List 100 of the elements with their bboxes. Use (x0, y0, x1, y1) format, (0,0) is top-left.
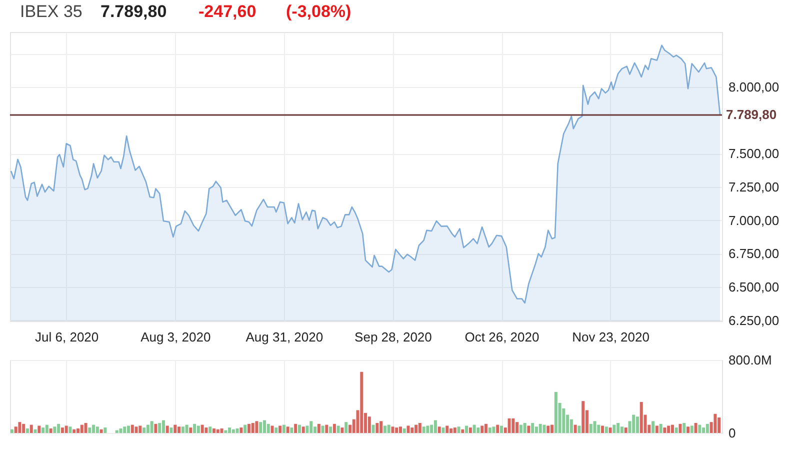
bar (500, 426, 504, 433)
y-tick-label: 6.750,00 (728, 246, 780, 262)
bar (670, 424, 674, 433)
bar (718, 417, 721, 433)
bar (383, 426, 386, 433)
bar (702, 428, 706, 433)
bar (667, 426, 670, 433)
x-tick-label: Sep 28, 2020 (354, 330, 432, 344)
bar (461, 429, 464, 433)
bar (274, 428, 278, 433)
bar (422, 426, 426, 433)
bar (402, 428, 406, 433)
bar (480, 426, 484, 433)
y-tick-label: 7.000,00 (728, 212, 780, 228)
bar (96, 426, 99, 433)
bar (10, 429, 14, 433)
bar (655, 426, 658, 433)
bar (204, 428, 208, 433)
bar (554, 392, 558, 433)
bar (694, 422, 698, 433)
bar (624, 428, 628, 433)
bar (220, 428, 224, 433)
bar (593, 421, 596, 433)
bar (302, 426, 305, 433)
bar (68, 426, 72, 433)
bar (60, 428, 64, 433)
bar (224, 430, 228, 433)
bar (45, 424, 48, 433)
bar (146, 424, 150, 433)
bar (372, 424, 375, 433)
bar (570, 419, 573, 433)
bar (150, 421, 154, 433)
bar (457, 426, 460, 433)
bar (196, 426, 200, 433)
bar (294, 424, 298, 433)
text: -247,60 (198, 2, 256, 21)
bar (640, 402, 643, 433)
bar (22, 424, 26, 433)
bar (255, 421, 258, 433)
bar (332, 424, 336, 433)
y-tick-label: 6.500,00 (728, 279, 780, 294)
bar (484, 424, 488, 433)
bar (298, 424, 301, 433)
bar (652, 421, 655, 433)
bar (80, 424, 84, 433)
bar (686, 426, 690, 433)
y-tick-label: 6.250,00 (728, 312, 780, 328)
bar (690, 426, 694, 433)
bar (488, 428, 492, 433)
bar (476, 428, 480, 433)
bar (310, 421, 313, 433)
bar (531, 422, 534, 433)
bar (100, 429, 103, 433)
bar (434, 420, 437, 433)
bar (244, 424, 247, 433)
bar (604, 426, 608, 433)
bar (162, 420, 165, 433)
bar (391, 426, 394, 433)
bar (496, 424, 500, 433)
y-tick-label: 7.500,00 (728, 146, 780, 162)
bar (200, 424, 204, 433)
bar (574, 424, 577, 433)
bar (266, 424, 270, 433)
bar (34, 429, 37, 433)
bar (340, 428, 344, 433)
bar (387, 424, 390, 433)
bar (181, 426, 184, 433)
bar (360, 372, 364, 433)
text: 7.789,80 (100, 2, 167, 21)
bar (232, 429, 235, 433)
bar (546, 426, 550, 433)
bar (49, 428, 52, 433)
bar (395, 428, 398, 433)
bar (189, 428, 192, 433)
bar (472, 424, 476, 433)
bar (512, 418, 515, 433)
bar (329, 426, 332, 433)
bar (446, 426, 449, 433)
bar (336, 426, 340, 433)
bar (64, 426, 68, 433)
bar (178, 426, 181, 433)
bar (228, 428, 232, 433)
bar (550, 424, 554, 433)
bar (208, 426, 212, 433)
bar (426, 426, 430, 433)
bar (42, 428, 45, 433)
bar (344, 422, 348, 433)
bar (251, 422, 254, 433)
y-tick-label: 800.0M (728, 352, 772, 368)
bar (130, 424, 134, 433)
bar (578, 426, 581, 433)
y-tick-label: 8.000,00 (728, 79, 780, 94)
bar (534, 426, 538, 433)
x-tick-label: Oct 26, 2020 (464, 330, 540, 344)
bar (212, 428, 216, 433)
bar (72, 429, 76, 433)
bar (317, 424, 320, 433)
bar (174, 424, 177, 433)
bar (262, 420, 266, 433)
x-tick-label: Nov 23, 2020 (572, 330, 650, 344)
